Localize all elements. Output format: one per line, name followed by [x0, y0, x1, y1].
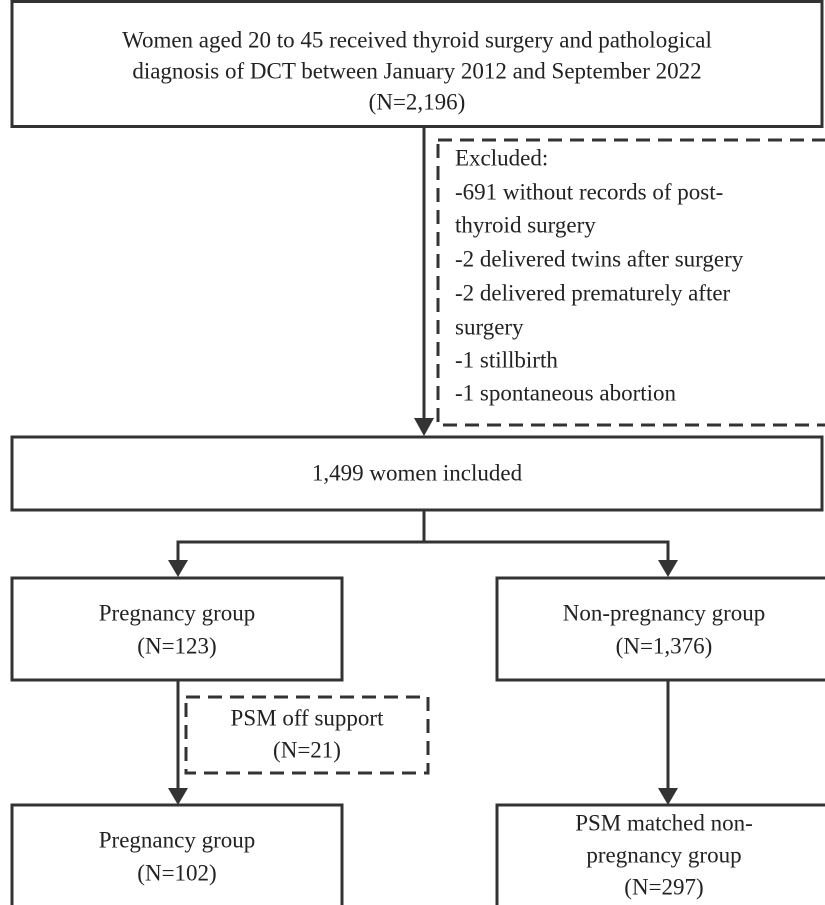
node-text: (N=123) — [137, 633, 216, 658]
node-text: thyroid surgery — [455, 212, 596, 237]
box-start — [10, 0, 824, 128]
arrowhead — [658, 788, 678, 805]
node-text: Pregnancy group — [99, 600, 256, 625]
box-excluded — [436, 138, 825, 427]
node-text: (N=297) — [624, 874, 703, 899]
node-text: -691 without records of post- — [455, 179, 723, 204]
node-text: -1 stillbirth — [455, 347, 558, 372]
node-text: (N=2,196) — [369, 89, 466, 114]
box-included — [10, 435, 824, 512]
node-text: PSM off support — [231, 705, 385, 730]
box-non-pregnancy-matched — [495, 803, 825, 905]
node-text: Pregnancy group — [99, 827, 256, 852]
node-text: Excluded: — [455, 145, 548, 170]
box-pregnancy — [10, 576, 344, 682]
node-text: (N=1,376) — [616, 633, 713, 658]
node-text: surgery — [455, 314, 524, 339]
node-text: PSM matched non- — [575, 810, 753, 835]
node-text: -2 delivered twins after surgery — [455, 246, 744, 271]
box-psm-off — [184, 695, 430, 775]
arrowhead — [414, 418, 434, 436]
node-text: -2 delivered prematurely after — [455, 280, 731, 305]
node-text: -1 spontaneous abortion — [455, 380, 677, 405]
node-text: diagnosis of DCT between January 2012 an… — [132, 58, 701, 83]
node-text: Women aged 20 to 45 received thyroid sur… — [122, 27, 712, 52]
node-text: (N=102) — [137, 860, 216, 885]
arrowhead — [168, 788, 188, 805]
box-non-pregnancy — [495, 576, 825, 682]
node-text: pregnancy group — [586, 842, 741, 867]
box-pregnancy-matched — [10, 803, 344, 905]
node-text: 1,499 women included — [312, 460, 523, 485]
node-text: Non-pregnancy group — [563, 600, 765, 625]
arrowhead — [658, 560, 678, 577]
connector — [176, 540, 670, 562]
node-text: (N=21) — [273, 737, 341, 762]
arrowhead — [168, 560, 188, 577]
